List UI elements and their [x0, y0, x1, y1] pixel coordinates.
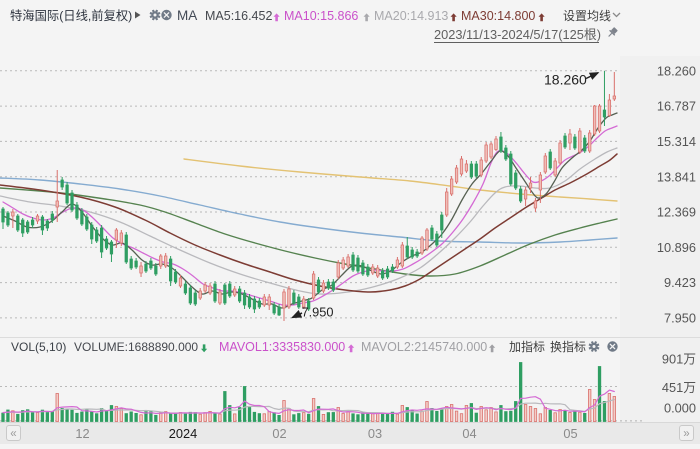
svg-text:7.950: 7.950 [664, 311, 696, 326]
svg-text:02: 02 [272, 426, 286, 441]
svg-text:VOL(5,10): VOL(5,10) [11, 340, 66, 354]
svg-text:换指标: 换指标 [550, 339, 586, 354]
svg-text:12.369: 12.369 [657, 205, 696, 220]
svg-text:MA: MA [177, 8, 197, 23]
svg-text:MA5:16.452: MA5:16.452 [205, 9, 272, 23]
svg-text:03: 03 [368, 426, 382, 441]
svg-text:2023/11/13-2024/5/17(125根): 2023/11/13-2024/5/17(125根) [434, 27, 601, 42]
svg-text:设置均线: 设置均线 [563, 9, 611, 23]
svg-text:0.000: 0.000 [664, 401, 696, 416]
svg-text:VOLUME:1688890.000: VOLUME:1688890.000 [74, 340, 198, 354]
svg-text:2024: 2024 [169, 426, 197, 441]
svg-text:451万: 451万 [662, 380, 696, 395]
svg-text:MA30:14.800: MA30:14.800 [461, 9, 535, 23]
svg-text:7.950: 7.950 [302, 305, 334, 320]
svg-text:9.423: 9.423 [664, 275, 696, 290]
svg-text:901万: 901万 [662, 352, 696, 367]
svg-text:13.841: 13.841 [657, 169, 696, 184]
svg-text:15.314: 15.314 [657, 134, 696, 149]
svg-text:16.787: 16.787 [657, 99, 696, 114]
svg-text:MA10:15.866: MA10:15.866 [284, 9, 358, 23]
svg-text:10.896: 10.896 [657, 240, 696, 255]
svg-text:加指标: 加指标 [509, 339, 545, 354]
svg-text:«: « [10, 428, 16, 440]
svg-text:MAVOL2:2145740.000: MAVOL2:2145740.000 [361, 340, 487, 354]
svg-text:05: 05 [563, 426, 577, 441]
svg-text:18.260: 18.260 [544, 72, 587, 88]
svg-text:特海国际(日线,前复权): 特海国际(日线,前复权) [10, 8, 132, 23]
svg-text:»: » [683, 428, 689, 440]
svg-text:MAVOL1:3335830.000: MAVOL1:3335830.000 [219, 340, 345, 354]
svg-text:MA20:14.913: MA20:14.913 [374, 9, 448, 23]
svg-text:18.260: 18.260 [657, 63, 696, 78]
svg-text:04: 04 [462, 426, 476, 441]
svg-text:12: 12 [75, 426, 89, 441]
